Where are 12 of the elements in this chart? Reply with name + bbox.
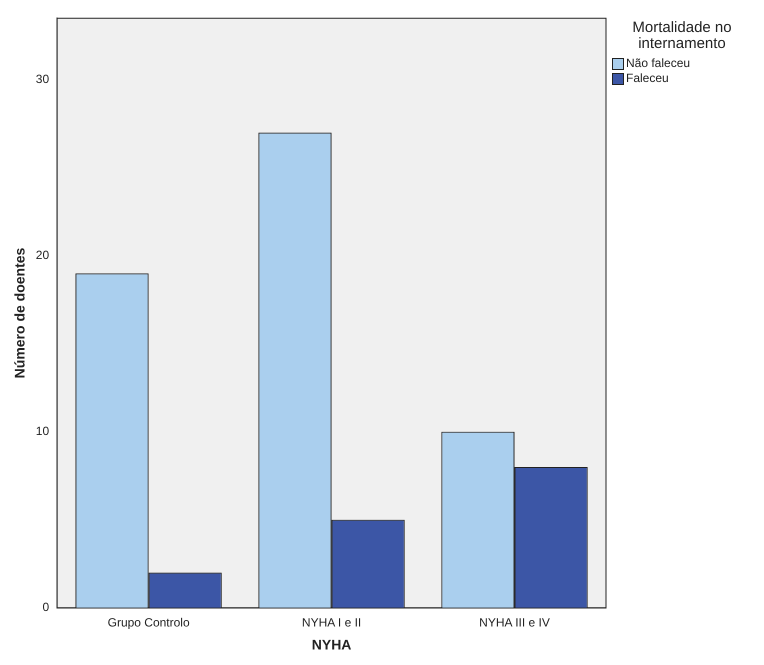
x-tick-label: NYHA I e II [302,615,362,630]
x-tick-label: NYHA III e IV [479,615,550,630]
legend-title: Mortalidade no internamento [631,19,733,52]
y-axis-title: Número de doentes [11,247,28,378]
y-tick-label: 30 [36,72,50,86]
y-tick-label: 10 [36,424,50,438]
y-tick-label: 0 [42,600,50,614]
y-tick-label: 20 [36,248,50,262]
legend-label: Não faleceu [626,56,690,71]
legend-label: Faleceu [626,71,669,86]
x-axis-title: NYHA [312,636,352,652]
x-tick-label: Grupo Controlo [108,615,190,630]
